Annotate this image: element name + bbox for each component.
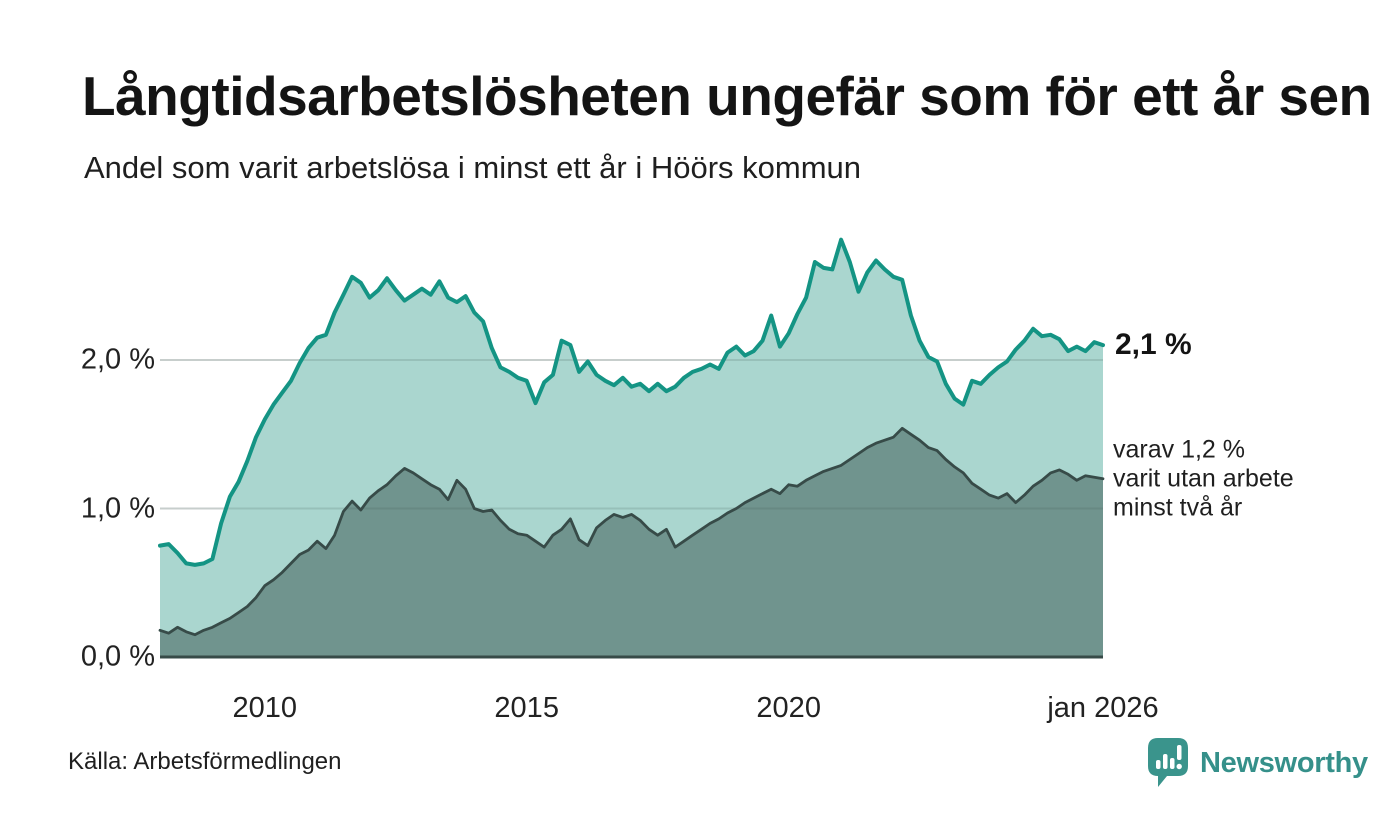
x-axis-label-2010: 2010 — [232, 692, 298, 724]
series1-end-value-label: 2,1 % — [1115, 328, 1192, 362]
series2-annotation-line2: varit utan arbete — [1113, 464, 1294, 493]
y-axis-label-0: 0,0 % — [80, 640, 155, 673]
series2-annotation-line1: varav 1,2 % — [1113, 435, 1246, 464]
newsworthy-badge-icon — [1148, 738, 1188, 787]
newsworthy-logo: Newsworthy — [1146, 736, 1368, 790]
chart-title: Långtidsarbetslösheten ungefär som för e… — [82, 65, 1372, 127]
source-credit: Källa: Arbetsförmedlingen — [68, 748, 342, 775]
chart-subtitle: Andel som varit arbetslösa i minst ett å… — [84, 150, 861, 185]
series2-end-annotation: varav 1,2 % varit utan arbete minst två … — [1113, 435, 1294, 522]
newsworthy-wordmark: Newsworthy — [1200, 746, 1368, 779]
x-axis-label-2020: 2020 — [756, 692, 821, 724]
x-axis-label-2015: 2015 — [494, 692, 559, 724]
series2-annotation-line3: minst två år — [1113, 493, 1243, 522]
y-axis-label-2: 2,0 % — [80, 343, 155, 376]
x-axis-label-jan-2026: jan 2026 — [1047, 692, 1159, 724]
y-axis-label-1: 1,0 % — [80, 492, 155, 524]
